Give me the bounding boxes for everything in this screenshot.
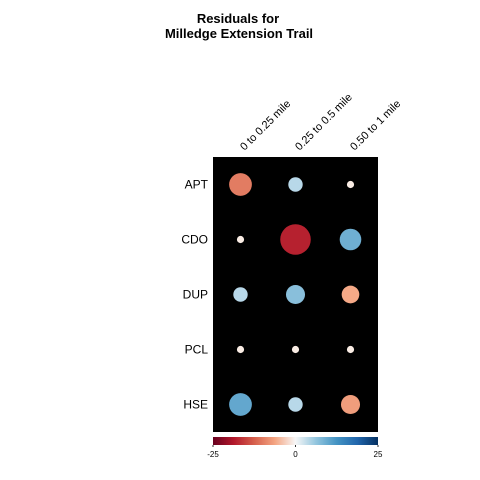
residual-circle: [339, 228, 362, 251]
colorbar-ticks: -25 0 25: [207, 445, 383, 459]
chart-title-line-2: Milledge Extension Trail: [165, 26, 313, 41]
colorbar-tick-label: 0: [293, 450, 298, 459]
residual-circle: [340, 394, 361, 415]
residual-circle: [233, 287, 248, 302]
residual-circle: [288, 397, 303, 412]
residual-circle: [229, 173, 252, 196]
row-label: APT: [185, 178, 209, 192]
residual-circle: [341, 285, 360, 304]
column-label: 0.25 to 0.5 mile: [293, 91, 355, 153]
row-label: CDO: [181, 233, 208, 247]
colorbar: [213, 437, 378, 445]
chart-title-line-1: Residuals for: [197, 11, 279, 26]
column-label: 0.50 to 1 mile: [348, 98, 403, 153]
row-labels: APT CDO DUP PCL HSE: [181, 178, 208, 412]
row-label: HSE: [183, 398, 208, 412]
residual-circles: [229, 173, 362, 416]
residual-circle: [291, 345, 300, 354]
column-label: 0 to 0.25 mile: [238, 98, 293, 153]
residual-circle: [288, 177, 303, 192]
colorbar-tick-label: 25: [374, 450, 383, 459]
residual-circle: [285, 284, 306, 305]
residual-circle: [346, 345, 355, 354]
row-label: PCL: [185, 343, 209, 357]
colorbar-tick-label: -25: [207, 450, 219, 459]
residual-circle: [280, 224, 311, 255]
residual-circle: [236, 345, 245, 354]
residual-circle: [229, 393, 252, 416]
row-label: DUP: [183, 288, 208, 302]
residual-circle: [346, 180, 355, 189]
residual-circle: [236, 235, 245, 244]
